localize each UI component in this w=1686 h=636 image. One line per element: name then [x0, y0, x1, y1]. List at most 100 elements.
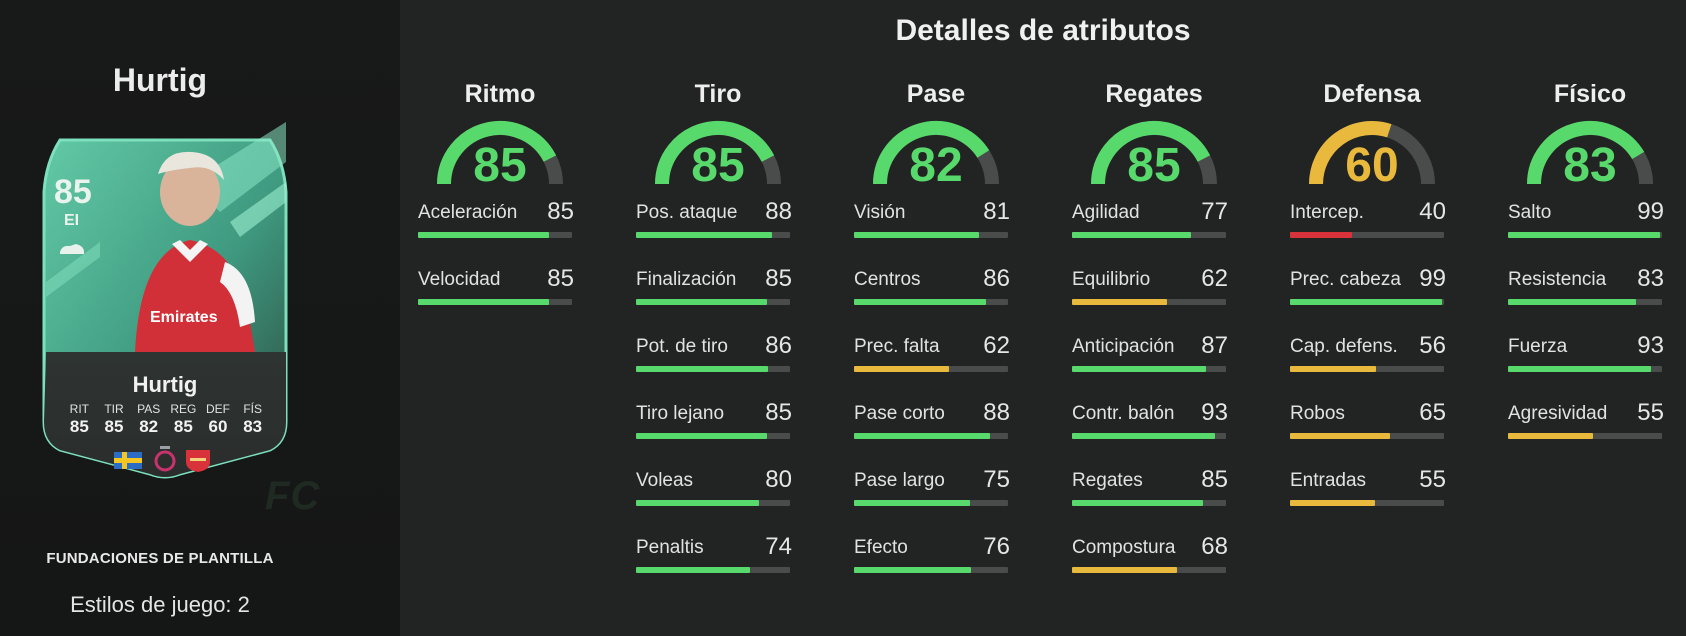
attribute-value: 85: [547, 265, 574, 292]
attribute-bar: [854, 500, 1008, 506]
attribute-bar-fill: [854, 366, 950, 372]
attribute-value: 93: [1637, 332, 1664, 359]
player-name: Hurtig: [112, 62, 208, 98]
category-value: 85: [1127, 139, 1181, 192]
attribute-label: Penaltis: [636, 537, 704, 558]
attribute-row: Agilidad 77: [1072, 196, 1236, 263]
attribute-value: 83: [1637, 265, 1664, 292]
category-gauge: 60: [1290, 118, 1454, 196]
attribute-label: Pot. de tiro: [636, 336, 728, 357]
attribute-bar-fill: [1072, 567, 1177, 573]
attribute-label: Entradas: [1290, 470, 1367, 491]
attribute-value: 55: [1637, 399, 1664, 426]
attribute-label: Regates: [1072, 470, 1143, 491]
attribute-bar: [1508, 232, 1662, 238]
card-stat: FÍS 83: [243, 402, 263, 436]
attribute-bar: [1290, 433, 1444, 439]
attribute-value: 62: [983, 332, 1010, 359]
category-value: 83: [1563, 139, 1617, 192]
card-frame: Emirates: [42, 122, 288, 479]
attribute-row: Aceleración 85: [418, 196, 582, 263]
attribute-label: Prec. cabeza: [1290, 269, 1401, 290]
attribute-row: Visión 81: [854, 196, 1018, 263]
category-title: Regates: [1105, 80, 1203, 108]
attribute-bar-fill: [854, 567, 972, 573]
attribute-label: Tiro lejano: [636, 403, 725, 424]
gauge-fill: [873, 121, 990, 185]
attribute-row: Velocidad 85: [418, 263, 582, 330]
section-title: Detalles de atributos: [895, 14, 1191, 47]
category-gauge: 83: [1508, 118, 1672, 196]
attribute-bar-fill: [1072, 433, 1216, 439]
attribute-label: Intercep.: [1290, 202, 1364, 223]
category-value: 60: [1345, 139, 1399, 192]
sweden-flag-icon: [114, 452, 142, 469]
attribute-bar-fill: [1290, 500, 1375, 506]
attribute-bar-fill: [1290, 299, 1443, 305]
attribute-bar: [1508, 299, 1662, 305]
attribute-label: Finalización: [636, 269, 737, 290]
attribute-label: Compostura: [1072, 537, 1176, 558]
attribute-bar-fill: [854, 232, 979, 238]
card-stat: PAS 82: [137, 402, 161, 436]
category-value: 85: [473, 139, 527, 192]
attribute-bar: [636, 366, 790, 372]
attribute-bar: [636, 500, 790, 506]
attribute-label: Resistencia: [1508, 269, 1607, 290]
attribute-column: Defensa 60 Intercep. 40 Prec. cabeza 99 Cap. d…: [1290, 80, 1454, 531]
attribute-bar: [1072, 232, 1226, 238]
attribute-bar: [636, 299, 790, 305]
attribute-label: Pase corto: [854, 403, 945, 424]
attribute-bar-fill: [1072, 500, 1203, 506]
card-stat: RIT 85: [69, 402, 89, 436]
category-gauge: 82: [854, 118, 1018, 196]
attribute-label: Salto: [1508, 202, 1552, 223]
attribute-bar: [1290, 500, 1444, 506]
attribute-label: Prec. falta: [854, 336, 940, 357]
attribute-bar: [418, 232, 572, 238]
attribute-bar-fill: [1290, 433, 1391, 439]
attribute-label: Fuerza: [1508, 336, 1568, 357]
attribute-bar-fill: [1290, 366, 1377, 372]
attribute-column: Regates 85 Agilidad 77 Equilibrio 62 Anticipac…: [1072, 80, 1236, 598]
boot-icon: [60, 244, 84, 254]
attribute-bar-fill: [854, 433, 990, 439]
attribute-bar: [854, 232, 1008, 238]
category-value: 82: [909, 139, 963, 192]
attribute-bar-fill: [1508, 433, 1593, 439]
attribute-row: Equilibrio 62: [1072, 263, 1236, 330]
attribute-row: Entradas 55: [1290, 464, 1454, 531]
attribute-value: 85: [1201, 466, 1228, 493]
attribute-bar-fill: [636, 232, 772, 238]
attribute-bar-fill: [854, 299, 987, 305]
attribute-bar: [854, 299, 1008, 305]
player-card[interactable]: Emirates: [40, 122, 290, 484]
category-title: Ritmo: [464, 80, 536, 108]
attribute-row: Robos 65: [1290, 397, 1454, 464]
gauge-fill: [655, 121, 775, 185]
attribute-bar-fill: [418, 232, 549, 238]
attribute-value: 99: [1637, 198, 1664, 225]
attribute-value: 80: [765, 466, 792, 493]
attribute-bar: [1072, 433, 1226, 439]
attribute-label: Voleas: [636, 470, 694, 491]
attribute-bar-fill: [636, 433, 767, 439]
attribute-label: Agilidad: [1072, 202, 1140, 223]
attributes-panel: [400, 0, 1686, 636]
attribute-value: 88: [983, 399, 1010, 426]
attribute-label: Cap. defens.: [1290, 336, 1398, 357]
card-stat: DEF 60: [205, 402, 230, 436]
attribute-label: Equilibrio: [1072, 269, 1151, 290]
attribute-label: Centros: [854, 269, 921, 290]
attribute-label: Velocidad: [418, 269, 501, 290]
attribute-label: Efecto: [854, 537, 908, 558]
attribute-row: Finalización 85: [636, 263, 800, 330]
attribute-bar: [1508, 433, 1662, 439]
attribute-label: Visión: [854, 202, 906, 223]
attribute-value: 85: [765, 265, 792, 292]
attribute-value: 86: [983, 265, 1010, 292]
attribute-value: 65: [1419, 399, 1446, 426]
attribute-row: Anticipación 87: [1072, 330, 1236, 397]
attribute-bar-fill: [636, 500, 760, 506]
attribute-value: 75: [983, 466, 1010, 493]
